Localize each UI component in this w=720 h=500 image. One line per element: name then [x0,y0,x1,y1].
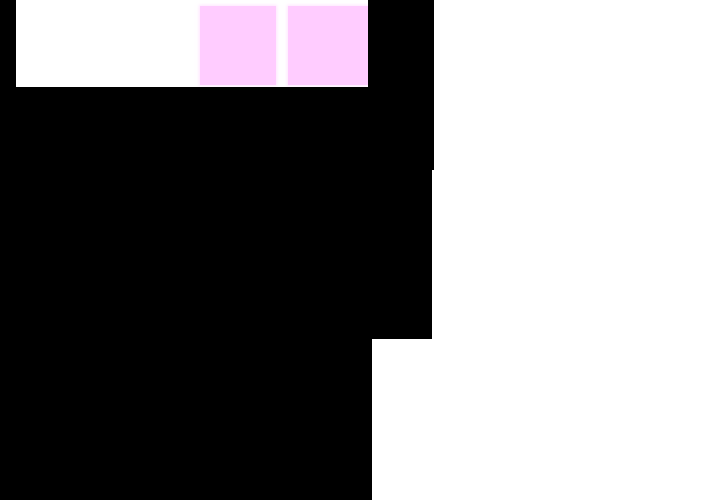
mask-bottom-block [0,485,372,500]
mask-left-edge-bar [0,0,16,88]
highlight-cell-1[interactable] [200,6,276,85]
mask-middle-block [0,170,432,339]
highlight-cell-2[interactable] [288,6,368,85]
highlight-cell-2-label [288,6,289,7]
mask-lower-block [0,339,372,485]
mask-upper-block [0,87,434,170]
highlight-cell-1-label [200,6,201,7]
mask-panel-right-gap [368,0,434,88]
content-panel-label [16,0,17,1]
